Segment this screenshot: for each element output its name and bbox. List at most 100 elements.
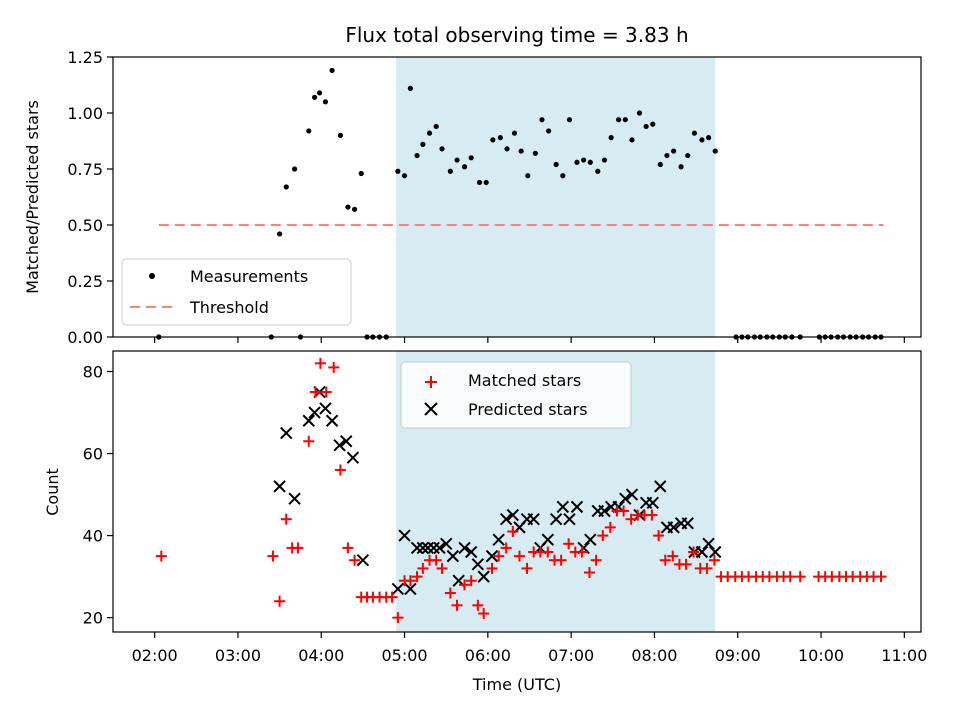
bottom-y-axis-label: Count [43, 468, 62, 516]
predicted-point [340, 435, 353, 448]
predicted-point [325, 414, 339, 427]
x-axis-label: Time (UTC) [472, 675, 561, 694]
measurement-points [156, 67, 884, 340]
predicted-point [439, 537, 453, 551]
bottom-y-tick-label: 80 [83, 363, 103, 382]
measurement-point [705, 135, 712, 141]
measurement-point [664, 152, 670, 159]
top-axes-frame [112, 56, 922, 338]
bottom-y-tick-label: 20 [83, 609, 103, 628]
predicted-point [667, 521, 680, 534]
matched-legend-marker [425, 376, 437, 388]
matched-point [472, 599, 484, 611]
measurement-point [616, 117, 622, 123]
measurement-point [433, 123, 439, 130]
measurement-point [414, 152, 420, 159]
matched-point [320, 386, 332, 398]
top-y-axis-label: Matched/Predicted stars [23, 100, 42, 294]
predicted-point [458, 541, 471, 555]
measurement-point [426, 130, 433, 136]
measurement-point [511, 130, 518, 136]
predicted-point [421, 541, 435, 555]
measurement-point [525, 173, 531, 179]
predicted-point [709, 545, 722, 559]
matched-point [513, 550, 525, 562]
matched-point [794, 571, 806, 583]
measurement-point [461, 164, 468, 170]
predicted-point [391, 582, 405, 596]
matched-point [430, 554, 442, 566]
matched-point [576, 546, 588, 558]
matched-point [583, 567, 595, 579]
predicted-point [416, 541, 430, 555]
matched-point [451, 599, 463, 611]
measurement-point [539, 117, 545, 123]
matched-point [417, 562, 429, 574]
matched-point [784, 571, 796, 583]
predicted-point [527, 512, 540, 526]
predicted-point [563, 512, 576, 526]
top-y-ticks: 0.00 0.25 0.50 0.75 1.00 1.25 [67, 48, 113, 347]
measurement-point [322, 99, 329, 105]
predicted-point [549, 512, 563, 526]
measurement-point [650, 121, 656, 127]
matched-point [507, 525, 519, 537]
matched-point [267, 550, 279, 562]
matched-point [493, 550, 505, 562]
measurement-point [329, 67, 335, 74]
matched-point [349, 554, 361, 566]
predicted-point [702, 537, 715, 551]
matched-point [280, 513, 292, 525]
predicted-point [598, 504, 611, 518]
predicted-point [333, 439, 346, 452]
predicted-point [506, 508, 520, 522]
measurement-point [685, 152, 691, 159]
matched-point [342, 542, 354, 554]
bottom-legend: Matched stars Predicted stars [400, 361, 632, 429]
top-x-ticks [154, 337, 905, 343]
top-legend-box [121, 258, 352, 326]
measurement-point [291, 166, 298, 172]
matched-point [404, 575, 416, 587]
predicted-point [280, 426, 293, 440]
measurement-point [678, 164, 684, 170]
matched-point [875, 571, 887, 583]
predicted-point [619, 492, 632, 505]
measurement-point [351, 206, 358, 212]
bottom-x-tick-label: 04:00 [298, 646, 344, 665]
measurement-point [574, 159, 580, 165]
measurement-point [476, 179, 483, 186]
predicted-point [319, 402, 332, 415]
measurement-point [483, 179, 489, 186]
matched-point [701, 562, 713, 574]
matched-point [597, 530, 609, 542]
measurement-point [553, 161, 559, 168]
measurement-point [699, 137, 705, 143]
matched-point [459, 579, 471, 591]
matched-point [303, 435, 315, 447]
bottom-y-tick-label: 60 [83, 445, 103, 464]
predicted-point [499, 512, 513, 526]
matched-point [688, 546, 700, 558]
matched-point [486, 562, 498, 574]
measurement-point [691, 130, 698, 136]
matched-point [292, 542, 304, 554]
matched-point [542, 546, 554, 558]
bottom-x-tick-label: 09:00 [715, 646, 761, 665]
measurement-point [587, 159, 593, 165]
measurements-legend-label: Measurements [190, 267, 308, 286]
bottom-x-tick-label: 02:00 [132, 646, 178, 665]
matched-legend-label: Matched stars [468, 371, 581, 390]
measurement-point [306, 128, 312, 134]
predicted-legend-marker [424, 402, 438, 416]
top-y-tick-label: 0.75 [67, 160, 103, 179]
predicted-point [302, 414, 315, 427]
matched-point [155, 550, 167, 562]
measurement-point [657, 161, 663, 168]
bottom-x-tick-label: 08:00 [631, 646, 677, 665]
predicted-point [556, 500, 570, 514]
matched-point [478, 608, 490, 620]
measurement-point [560, 173, 566, 179]
